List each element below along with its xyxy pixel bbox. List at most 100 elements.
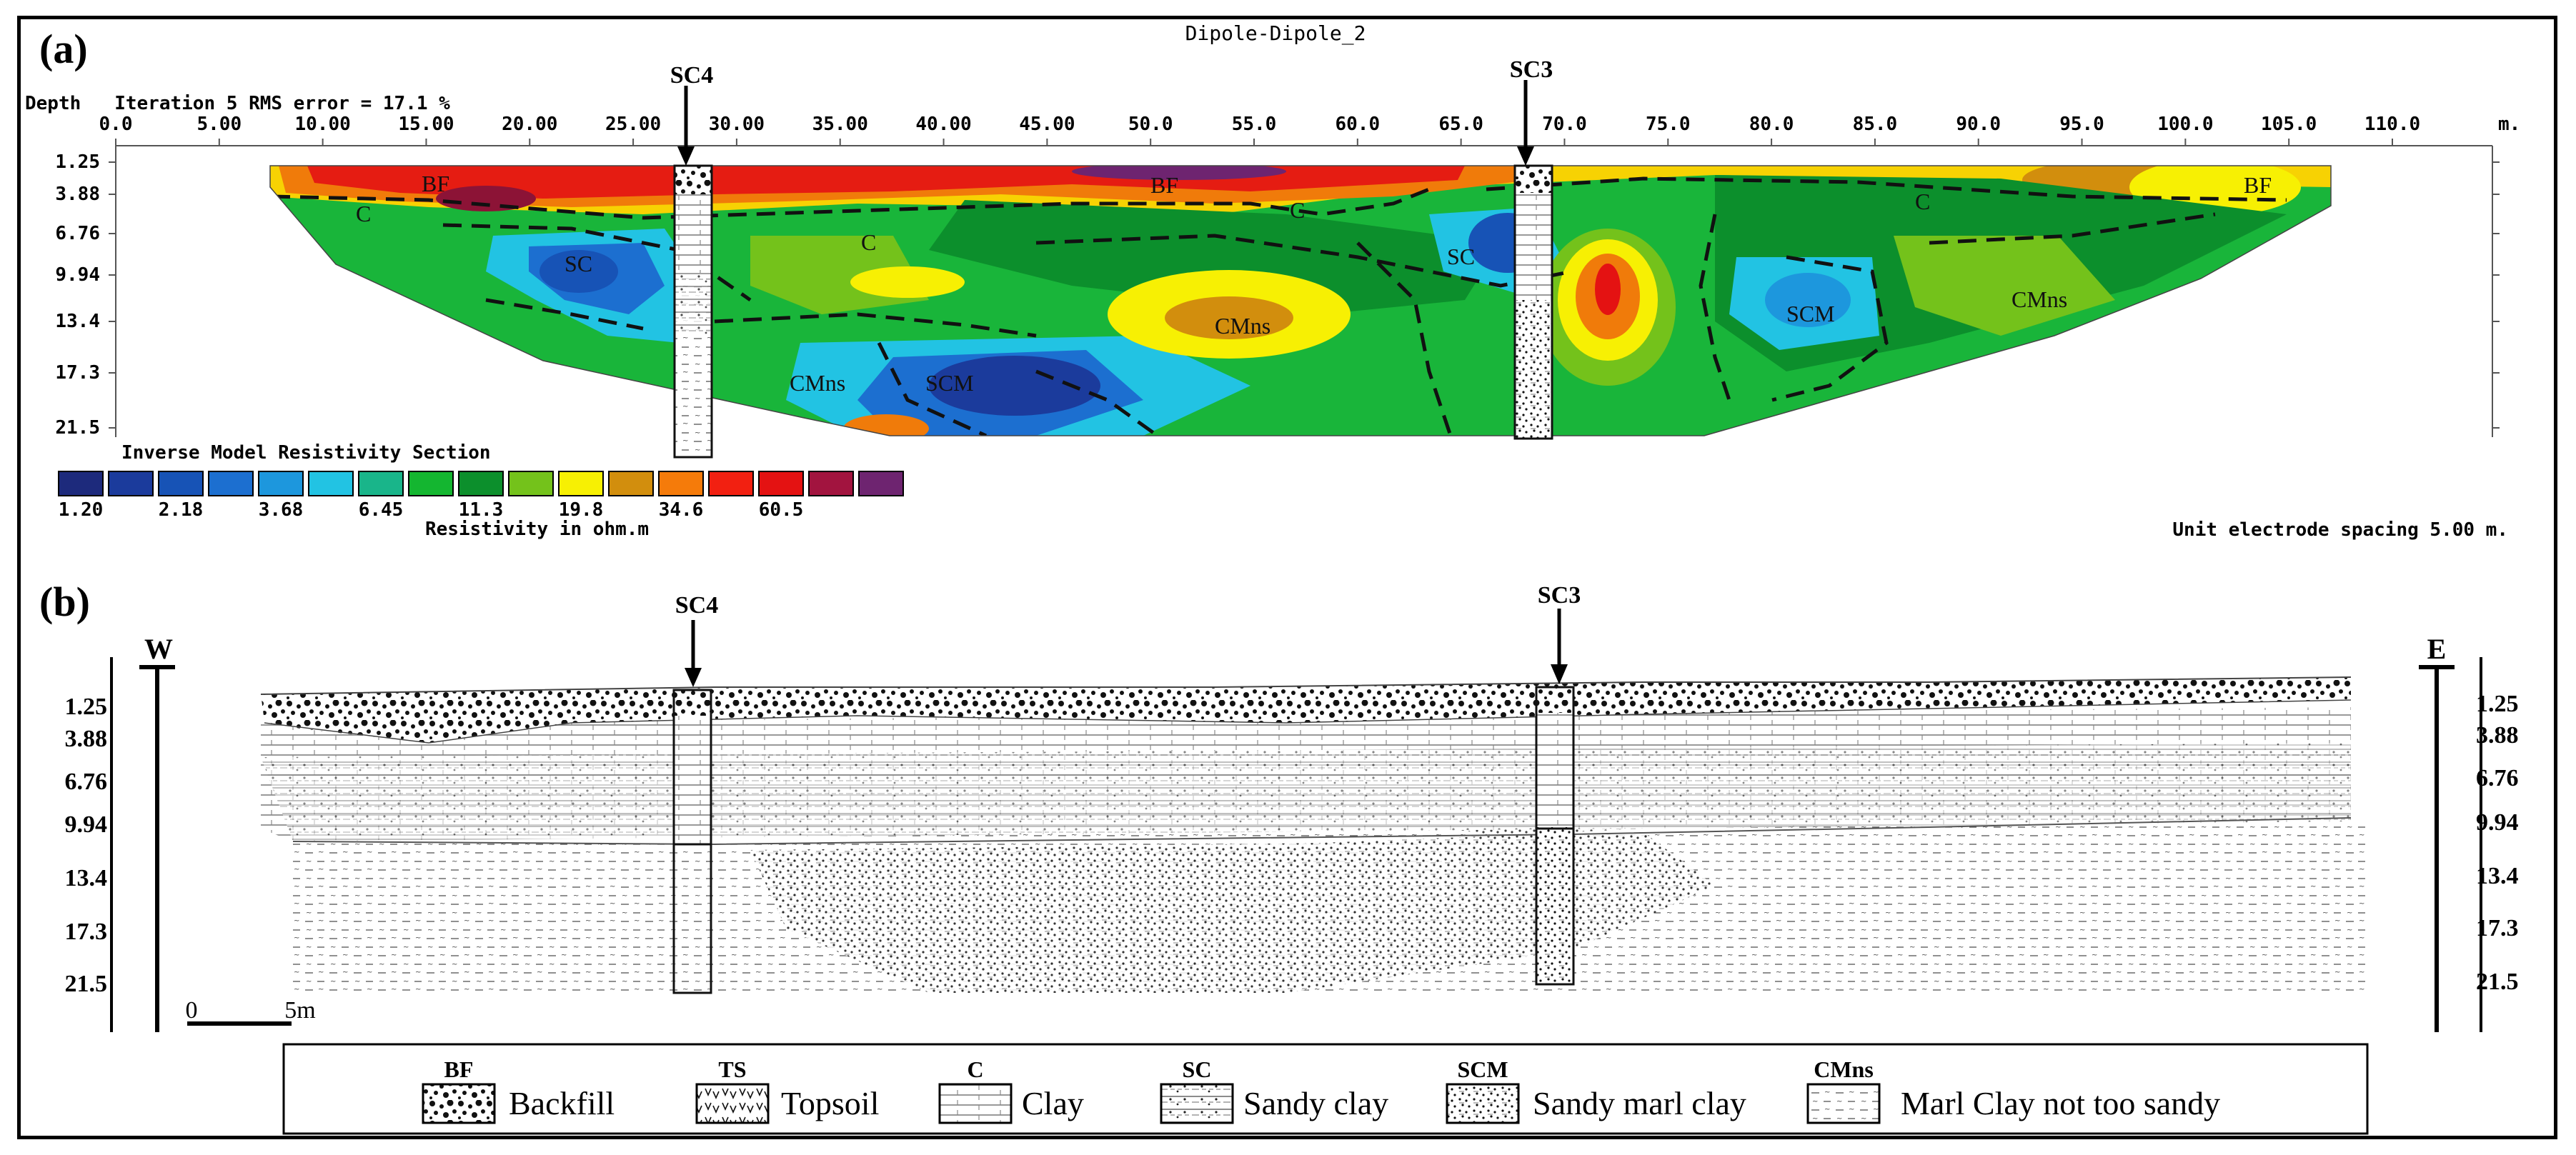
- legend-swatch: [358, 471, 404, 496]
- lithology-label: Backfill: [509, 1085, 615, 1121]
- x-tick-label: 65.0: [1438, 114, 1483, 135]
- panel-a-label: (a): [39, 26, 88, 72]
- east-marker: E: [2419, 633, 2455, 1032]
- depth-axis-b-left: 1.25 3.88 6.76 9.94 13.4 17.3 21.5: [65, 694, 108, 997]
- legend-swatch: [558, 471, 604, 496]
- x-tick-label: 110.0: [2364, 114, 2420, 135]
- borehole-label-sc4-a: SC4: [670, 62, 713, 89]
- resistivity-unit: Resistivity in ohm.m: [425, 519, 649, 540]
- lithology-label: Topsoil: [781, 1085, 879, 1121]
- x-tick-label: 35.00: [812, 114, 868, 135]
- zone-label: C: [861, 229, 876, 255]
- lithology-label: Clay: [1022, 1085, 1084, 1121]
- legend-swatch: [708, 471, 754, 496]
- depth-tick-label: 13.4: [65, 865, 108, 891]
- depth-tick-label: 9.94: [55, 264, 100, 286]
- depth-tick-label: 3.88: [2476, 722, 2519, 749]
- legend-swatch: [758, 471, 804, 496]
- depth-tick-label: 21.5: [65, 971, 108, 997]
- scale-end: 5m: [284, 997, 315, 1024]
- x-tick-label: 20.00: [502, 114, 557, 135]
- zone-label: SCM: [1786, 301, 1835, 326]
- depth-tick-label: 17.3: [2476, 915, 2519, 941]
- scale-start: 0: [186, 997, 198, 1024]
- legend-swatch: [458, 471, 504, 496]
- depth-tick-label: 9.94: [2476, 809, 2519, 836]
- west-label: W: [144, 633, 173, 665]
- depth-tick-label: 17.3: [55, 362, 100, 384]
- lithology-swatch: [1806, 1083, 1881, 1124]
- x-tick-label: 75.0: [1646, 114, 1691, 135]
- legend-swatch: [808, 471, 854, 496]
- legend-swatch: [308, 471, 354, 496]
- x-tick-label: 95.0: [2059, 114, 2104, 135]
- legend-swatch: [158, 471, 204, 496]
- x-tick-label: 100.0: [2157, 114, 2213, 135]
- lithology-swatch: [1446, 1083, 1520, 1124]
- lithology-legend: BF Backfill TS Topsoil C Clay SC Sandy clay SCM S…: [282, 1043, 2369, 1135]
- resistivity-legend-title: Inverse Model Resistivity Section: [121, 442, 491, 464]
- zone-label: BF: [1150, 172, 1178, 198]
- x-tick-label: 80.0: [1749, 114, 1794, 135]
- borehole-label-sc3-a: SC3: [1510, 56, 1553, 83]
- depth-tick-label: 3.88: [55, 184, 100, 205]
- depth-tick-label: 1.25: [55, 151, 100, 173]
- zone-label: BF: [422, 171, 449, 196]
- lithology-code: TS: [718, 1056, 746, 1082]
- lithology-label: Sandy clay: [1243, 1085, 1388, 1121]
- x-tick-label: 85.0: [1853, 114, 1898, 135]
- x-tick-label: 50.0: [1128, 114, 1173, 135]
- legend-value: 11.3: [459, 499, 504, 521]
- legend-value: 2.18: [159, 499, 204, 521]
- x-tick-label: 30.00: [709, 114, 765, 135]
- zone-label: SC: [1447, 244, 1475, 269]
- depth-tick-label: 6.76: [65, 769, 108, 795]
- zone-label: BF: [2244, 172, 2272, 198]
- zone-label: CMns: [1215, 313, 1270, 339]
- x-tick-label: 55.0: [1232, 114, 1277, 135]
- borehole-sc3-a: SC3: [1510, 56, 1553, 440]
- lithology-code: C: [967, 1056, 983, 1082]
- legend-swatch: [208, 471, 254, 496]
- legend-value: 3.68: [259, 499, 304, 521]
- legend-value: 60.5: [759, 499, 804, 521]
- geologic-section: [260, 676, 2365, 993]
- panel-a-title: Dipole-Dipole_2: [1185, 21, 1366, 46]
- legend-swatch: [658, 471, 704, 496]
- electrode-spacing-note: Unit electrode spacing 5.00 m.: [2172, 519, 2508, 541]
- scale-bar: 0 5m: [186, 997, 316, 1026]
- x-tick-label: 60.0: [1336, 114, 1381, 135]
- panel-b-label: (b): [39, 579, 90, 625]
- depth-tick-label: 13.4: [55, 311, 100, 332]
- zone-label: SC: [565, 251, 592, 276]
- zone-label: CMns: [790, 370, 845, 396]
- x-tick-label: 0.0: [99, 114, 133, 135]
- lithology-swatch: [695, 1083, 770, 1124]
- resistivity-section: BF BF BF C C C C SC SC SCM SCM CMns CMns CMns: [269, 165, 2332, 436]
- lithology-label: Marl Clay not too sandy: [1901, 1085, 2220, 1121]
- depth-axis-b-right: 1.25 3.88 6.76 9.94 13.4 17.3 21.5: [2476, 691, 2519, 995]
- zone-label: C: [356, 201, 371, 226]
- x-tick-label: 15.00: [398, 114, 454, 135]
- lithology-code: SC: [1183, 1056, 1212, 1082]
- legend-swatch: [258, 471, 304, 496]
- legend-swatch: [858, 471, 904, 496]
- depth-tick-label: 3.88: [65, 726, 108, 752]
- depth-axis-a: 1.25 3.88 6.76 9.94 13.4 17.3 21.5: [55, 151, 2500, 439]
- lithology-code: CMns: [1814, 1056, 1874, 1082]
- lithology-code: BF: [444, 1056, 474, 1082]
- borehole-label-sc4-b: SC4: [675, 592, 718, 619]
- zone-label: C: [1290, 197, 1305, 223]
- x-tick-label: 10.00: [294, 114, 350, 135]
- x-tick-label: 105.0: [2261, 114, 2317, 135]
- depth-tick-label: 1.25: [2476, 691, 2519, 717]
- iteration-header: Depth Iteration 5 RMS error = 17.1 %: [25, 93, 450, 114]
- legend-value: 19.8: [559, 499, 604, 521]
- x-tick-label: 45.00: [1019, 114, 1075, 135]
- x-tick-label: 90.0: [1956, 114, 2001, 135]
- lithology-swatch: [1160, 1083, 1234, 1124]
- depth-tick-label: 17.3: [65, 919, 108, 945]
- west-marker: W: [139, 633, 175, 1032]
- depth-tick-label: 6.76: [55, 223, 100, 244]
